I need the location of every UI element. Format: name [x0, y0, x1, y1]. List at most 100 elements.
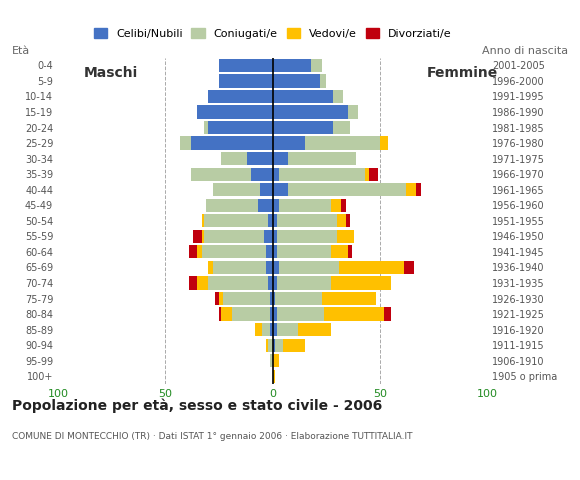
- Bar: [269, 276, 273, 289]
- Bar: [404, 261, 414, 274]
- Bar: [232, 308, 270, 321]
- Bar: [204, 121, 208, 134]
- Bar: [305, 136, 380, 150]
- Text: Popolazione per età, sesso e stato civile - 2006: Popolazione per età, sesso e stato civil…: [12, 398, 382, 413]
- Bar: [219, 308, 221, 321]
- Bar: [273, 121, 333, 134]
- Bar: [277, 214, 337, 228]
- Bar: [277, 230, 337, 243]
- Bar: [202, 245, 266, 259]
- Bar: [273, 136, 305, 150]
- Bar: [273, 308, 277, 321]
- Bar: [189, 276, 197, 289]
- Bar: [208, 121, 273, 134]
- Bar: [339, 261, 404, 274]
- Bar: [219, 59, 273, 72]
- Bar: [269, 338, 273, 352]
- Bar: [266, 338, 269, 352]
- Bar: [348, 106, 358, 119]
- Bar: [193, 230, 202, 243]
- Bar: [212, 261, 266, 274]
- Bar: [198, 276, 208, 289]
- Bar: [270, 323, 273, 336]
- Bar: [275, 292, 322, 305]
- Bar: [270, 308, 273, 321]
- Bar: [204, 214, 269, 228]
- Bar: [191, 136, 273, 150]
- Bar: [266, 261, 273, 274]
- Bar: [331, 199, 341, 212]
- Bar: [262, 323, 270, 336]
- Bar: [189, 245, 197, 259]
- Legend: Celibi/Nubili, Coniugati/e, Vedovi/e, Divorziati/e: Celibi/Nubili, Coniugati/e, Vedovi/e, Di…: [89, 24, 456, 43]
- Bar: [204, 230, 264, 243]
- Bar: [273, 214, 277, 228]
- Bar: [266, 245, 273, 259]
- Bar: [405, 183, 416, 196]
- Text: Età: Età: [12, 46, 30, 56]
- Bar: [273, 183, 288, 196]
- Bar: [320, 74, 326, 87]
- Bar: [365, 168, 369, 181]
- Bar: [270, 292, 273, 305]
- Bar: [273, 245, 277, 259]
- Bar: [247, 152, 273, 165]
- Bar: [270, 354, 273, 367]
- Bar: [273, 90, 333, 103]
- Bar: [264, 230, 273, 243]
- Bar: [273, 168, 279, 181]
- Bar: [288, 183, 405, 196]
- Bar: [221, 152, 247, 165]
- Bar: [273, 292, 275, 305]
- Bar: [384, 308, 391, 321]
- Text: Femmine: Femmine: [427, 66, 498, 80]
- Bar: [223, 292, 270, 305]
- Bar: [348, 245, 352, 259]
- Bar: [337, 214, 346, 228]
- Bar: [273, 338, 275, 352]
- Bar: [311, 59, 322, 72]
- Bar: [275, 338, 284, 352]
- Bar: [273, 323, 277, 336]
- Bar: [284, 338, 305, 352]
- Bar: [333, 121, 350, 134]
- Bar: [255, 323, 262, 336]
- Bar: [331, 276, 391, 289]
- Bar: [277, 245, 331, 259]
- Bar: [273, 370, 275, 383]
- Bar: [269, 214, 273, 228]
- Bar: [219, 292, 223, 305]
- Bar: [215, 292, 219, 305]
- Bar: [251, 168, 273, 181]
- Bar: [279, 199, 331, 212]
- Bar: [380, 136, 389, 150]
- Bar: [331, 245, 348, 259]
- Bar: [273, 230, 277, 243]
- Bar: [260, 183, 273, 196]
- Bar: [369, 168, 378, 181]
- Bar: [198, 245, 202, 259]
- Bar: [273, 261, 279, 274]
- Bar: [197, 106, 273, 119]
- Bar: [202, 230, 204, 243]
- Text: Maschi: Maschi: [84, 66, 138, 80]
- Bar: [337, 230, 354, 243]
- Bar: [258, 199, 273, 212]
- Bar: [273, 276, 277, 289]
- Bar: [219, 74, 273, 87]
- Bar: [206, 199, 258, 212]
- Bar: [298, 323, 331, 336]
- Bar: [273, 59, 311, 72]
- Bar: [208, 261, 212, 274]
- Bar: [324, 308, 384, 321]
- Bar: [273, 354, 279, 367]
- Bar: [341, 199, 346, 212]
- Bar: [273, 74, 320, 87]
- Bar: [277, 323, 298, 336]
- Text: COMUNE DI MONTECCHIO (TR) · Dati ISTAT 1° gennaio 2006 · Elaborazione TUTTITALIA: COMUNE DI MONTECCHIO (TR) · Dati ISTAT 1…: [12, 432, 412, 441]
- Bar: [273, 106, 348, 119]
- Bar: [346, 214, 350, 228]
- Bar: [279, 261, 339, 274]
- Bar: [180, 136, 191, 150]
- Bar: [279, 168, 365, 181]
